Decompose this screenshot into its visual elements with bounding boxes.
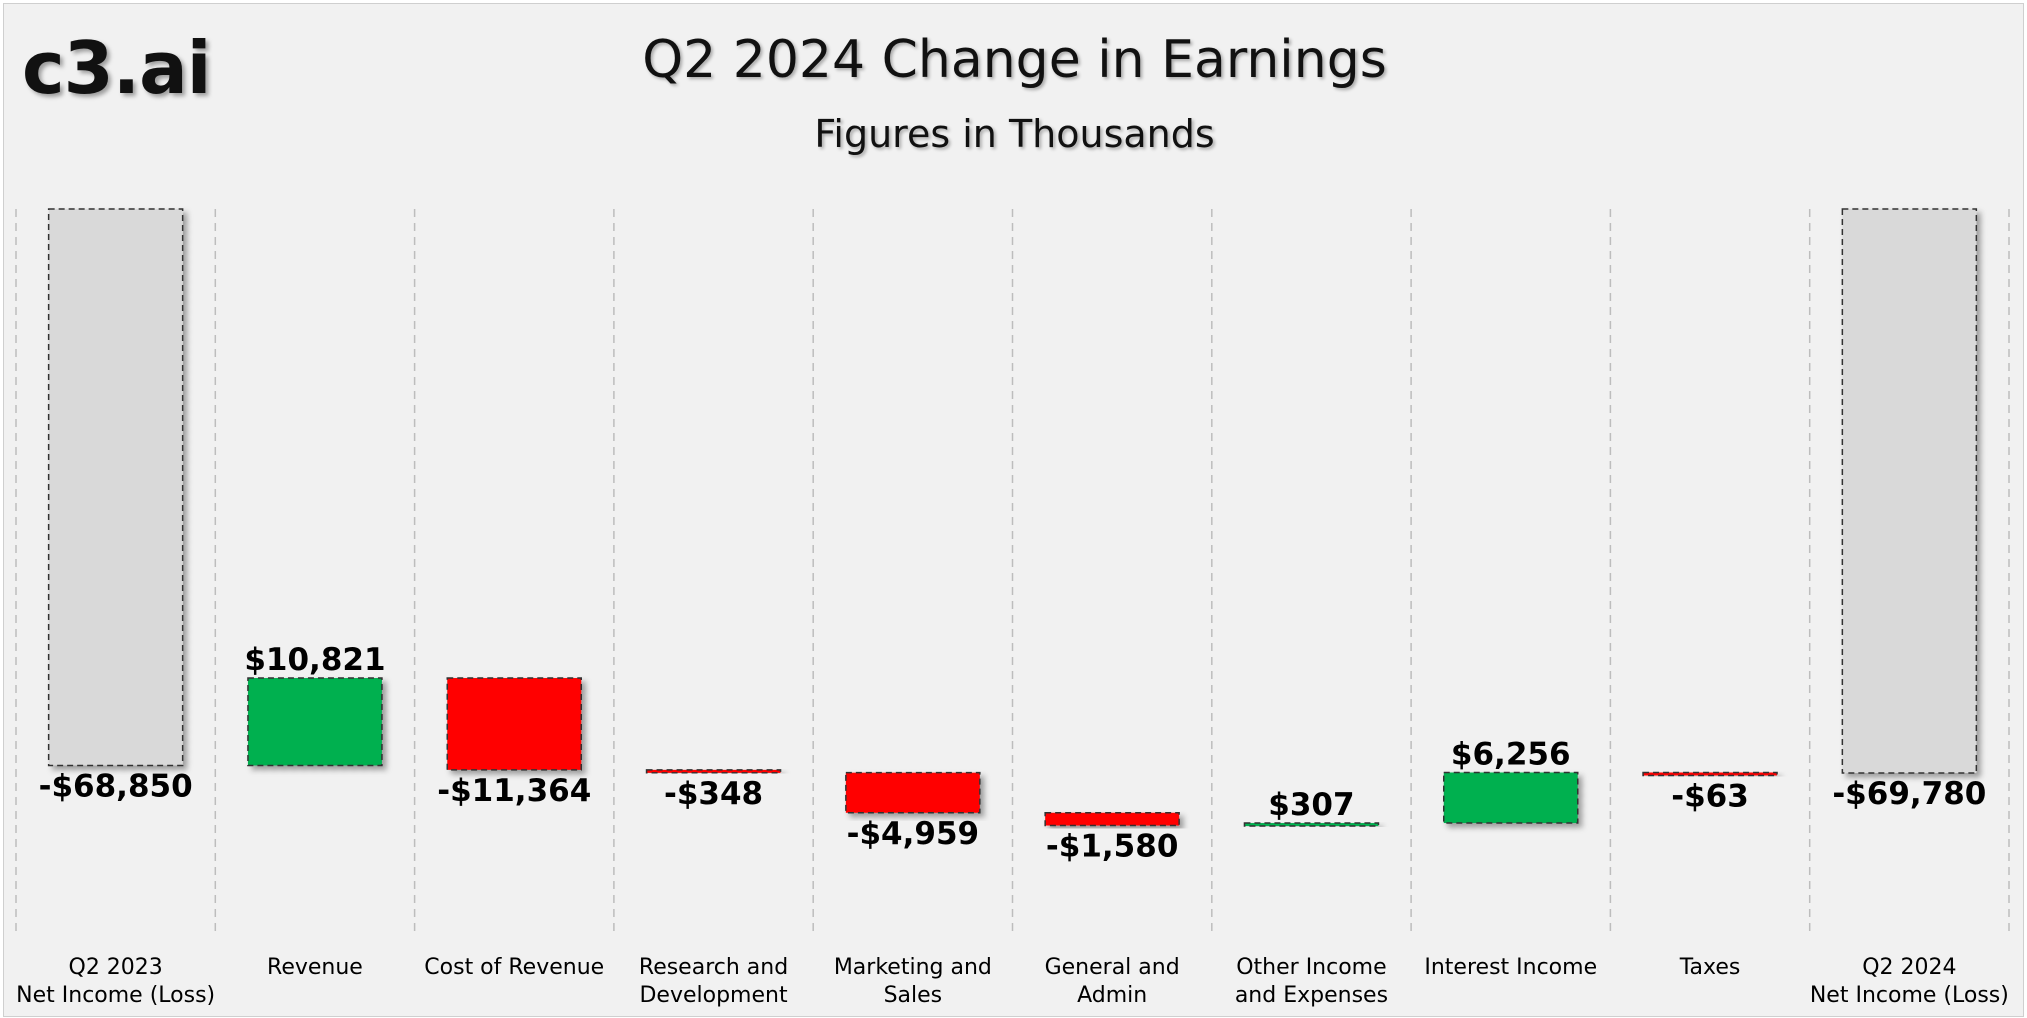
waterfall-bar (446, 677, 582, 771)
waterfall-bar (1044, 812, 1180, 827)
company-logo: c3.ai (22, 26, 211, 110)
value-label: $307 (1268, 787, 1354, 823)
category-label: Marketing and (834, 955, 992, 980)
category-label: and Expenses (1235, 983, 1388, 1008)
chart-subtitle: Figures in Thousands (814, 112, 1215, 156)
chart-canvas: c3.ai Q2 2024 Change in Earnings Figures… (3, 3, 2024, 1017)
category-label: Admin (1077, 983, 1147, 1008)
value-label: -$348 (664, 776, 763, 812)
category-label: General and (1045, 955, 1180, 980)
waterfall-bar (47, 208, 184, 767)
waterfall-bar (247, 677, 383, 767)
category-label: Q2 2024 (1862, 955, 1956, 980)
waterfall-bar (1642, 771, 1778, 777)
category-label: Taxes (1679, 955, 1741, 980)
chart-title: Q2 2024 Change in Earnings (642, 30, 1387, 90)
category-label: Cost of Revenue (424, 955, 604, 980)
category-label: Research and (639, 955, 788, 980)
category-label: Net Income (Loss) (16, 983, 215, 1008)
value-label: -$63 (1671, 778, 1749, 814)
waterfall-bar (845, 771, 981, 814)
category-label: Revenue (267, 955, 363, 980)
category-label: Development (639, 983, 787, 1008)
value-label: $10,821 (244, 642, 385, 678)
waterfall-bar (1243, 822, 1380, 827)
waterfall-chart: -$68,850 $10,821 -$11,364 -$348 -$4,959 -$1,5… (15, 208, 2010, 1008)
category-label: Interest Income (1424, 955, 1597, 980)
waterfall-bar (1443, 771, 1579, 824)
value-label: $6,256 (1451, 736, 1571, 772)
value-label: -$4,959 (847, 816, 980, 852)
waterfall-bar (645, 769, 782, 774)
value-label: -$68,850 (39, 768, 193, 804)
category-label: Other Income (1236, 955, 1386, 980)
value-label: -$11,364 (437, 773, 591, 809)
category-label: Q2 2023 (69, 955, 163, 980)
waterfall-bar (1841, 208, 1978, 774)
value-label: -$1,580 (1046, 829, 1179, 865)
category-label: Sales (884, 983, 943, 1008)
value-label: -$69,780 (1832, 776, 1986, 812)
category-label: Net Income (Loss) (1810, 983, 2009, 1008)
